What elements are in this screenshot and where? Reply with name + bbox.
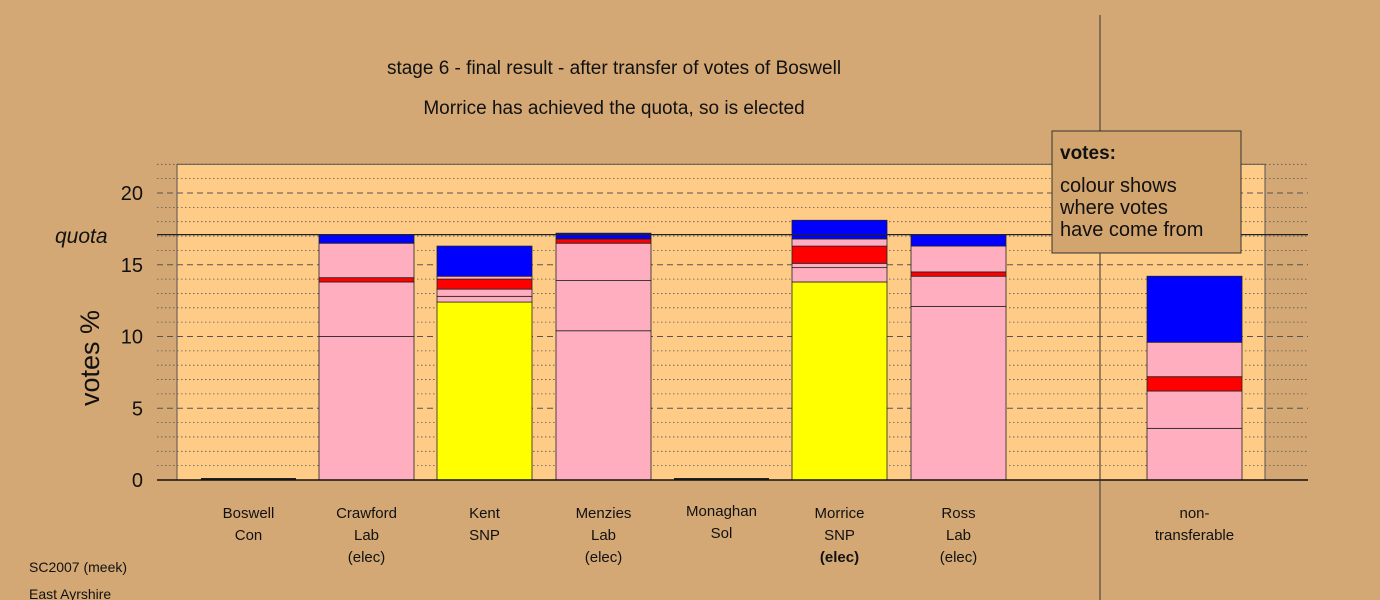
- bar-nontransferable-segment-pink: [1146, 341, 1243, 378]
- bar-kent-segment-pink: [436, 295, 533, 303]
- bar-menzies-segment-red: [555, 238, 652, 244]
- candidate-label-ross: (elec): [940, 549, 978, 566]
- candidate-label-crawford: (elec): [348, 549, 386, 566]
- y-tick-label: 15: [121, 255, 143, 277]
- bar-morrice-segment-red: [791, 245, 888, 264]
- bar-crawford-segment-red: [318, 277, 415, 283]
- legend-title: votes:: [1060, 143, 1116, 164]
- chart-subtitle: Morrice has achieved the quota, so is el…: [423, 98, 804, 119]
- footer-source: SC2007 (meek): [29, 559, 127, 575]
- chart-title: stage 6 - final result - after transfer …: [387, 58, 841, 79]
- footer-region: East Ayrshire: [29, 586, 111, 600]
- nontransferable-label: non-: [1179, 505, 1209, 522]
- quota-label: quota: [55, 225, 108, 248]
- bar-kent-segment-red: [436, 278, 533, 290]
- bar-ross-segment-pink: [910, 275, 1007, 307]
- y-tick-label: 10: [121, 327, 143, 349]
- legend-line-2: where votes: [1059, 197, 1168, 219]
- bar-nontransferable-segment-red: [1146, 376, 1243, 392]
- bar-morrice-segment-yellow: [791, 281, 888, 481]
- bar-menzies-segment-blue: [555, 232, 652, 240]
- bar-menzies-segment-pink: [555, 330, 652, 481]
- bar-morrice-segment-blue: [791, 219, 888, 240]
- candidate-label-monaghan: Monaghan: [686, 503, 757, 520]
- candidate-label-boswell: Con: [235, 527, 263, 544]
- bar-ross-segment-blue: [910, 234, 1007, 247]
- candidate-label-ross: Lab: [946, 527, 971, 544]
- bar-morrice-segment-pink: [791, 238, 888, 247]
- candidate-label-morrice: Morrice: [814, 505, 864, 522]
- bar-nontransferable-segment-pink: [1146, 390, 1243, 429]
- bar-morrice-segment-pink: [791, 267, 888, 283]
- bar-crawford-segment-blue: [318, 234, 415, 244]
- candidate-label-morrice: SNP: [824, 527, 855, 544]
- bar-nontransferable-segment-pink: [1146, 427, 1243, 481]
- candidate-label-menzies: Menzies: [576, 505, 632, 522]
- candidate-label-crawford: Lab: [354, 527, 379, 544]
- bar-menzies-segment-pink: [555, 280, 652, 332]
- bar-menzies-segment-pink: [555, 242, 652, 281]
- bar-morrice-segment-pink: [791, 262, 888, 269]
- bar-kent-segment-blue: [436, 245, 533, 277]
- bar-kent-segment-pink: [436, 275, 533, 280]
- candidate-label-monaghan: Sol: [711, 525, 733, 542]
- bar-ross-segment-red: [910, 271, 1007, 277]
- candidate-label-morrice: (elec): [820, 549, 859, 566]
- bar-kent-segment-pink: [436, 288, 533, 297]
- candidate-label-kent: Kent: [469, 505, 501, 522]
- bar-crawford-segment-pink: [318, 281, 415, 337]
- candidate-label-boswell: Boswell: [223, 505, 275, 522]
- bar-ross-segment-pink: [910, 245, 1007, 273]
- legend-line-3: have come from: [1060, 219, 1203, 241]
- bar-crawford-segment-pink: [318, 336, 415, 481]
- bar-ross-segment-pink: [910, 305, 1007, 481]
- candidate-label-menzies: (elec): [585, 549, 623, 566]
- y-axis-label: votes %: [75, 310, 105, 406]
- candidate-label-menzies: Lab: [591, 527, 616, 544]
- y-tick-label: 0: [132, 470, 143, 492]
- candidate-label-ross: Ross: [941, 505, 975, 522]
- candidate-label-crawford: Crawford: [336, 505, 397, 522]
- y-tick-label: 20: [121, 183, 143, 205]
- bar-crawford-segment-pink: [318, 242, 415, 279]
- y-tick-label: 5: [132, 398, 143, 420]
- candidate-label-kent: SNP: [469, 527, 500, 544]
- bar-nontransferable-segment-blue: [1146, 275, 1243, 343]
- legend-line-1: colour shows: [1060, 175, 1177, 197]
- legend-box: votes: colour shows where votes have com…: [1051, 130, 1242, 254]
- nontransferable-label: transferable: [1155, 527, 1234, 544]
- bar-kent-segment-yellow: [436, 301, 533, 481]
